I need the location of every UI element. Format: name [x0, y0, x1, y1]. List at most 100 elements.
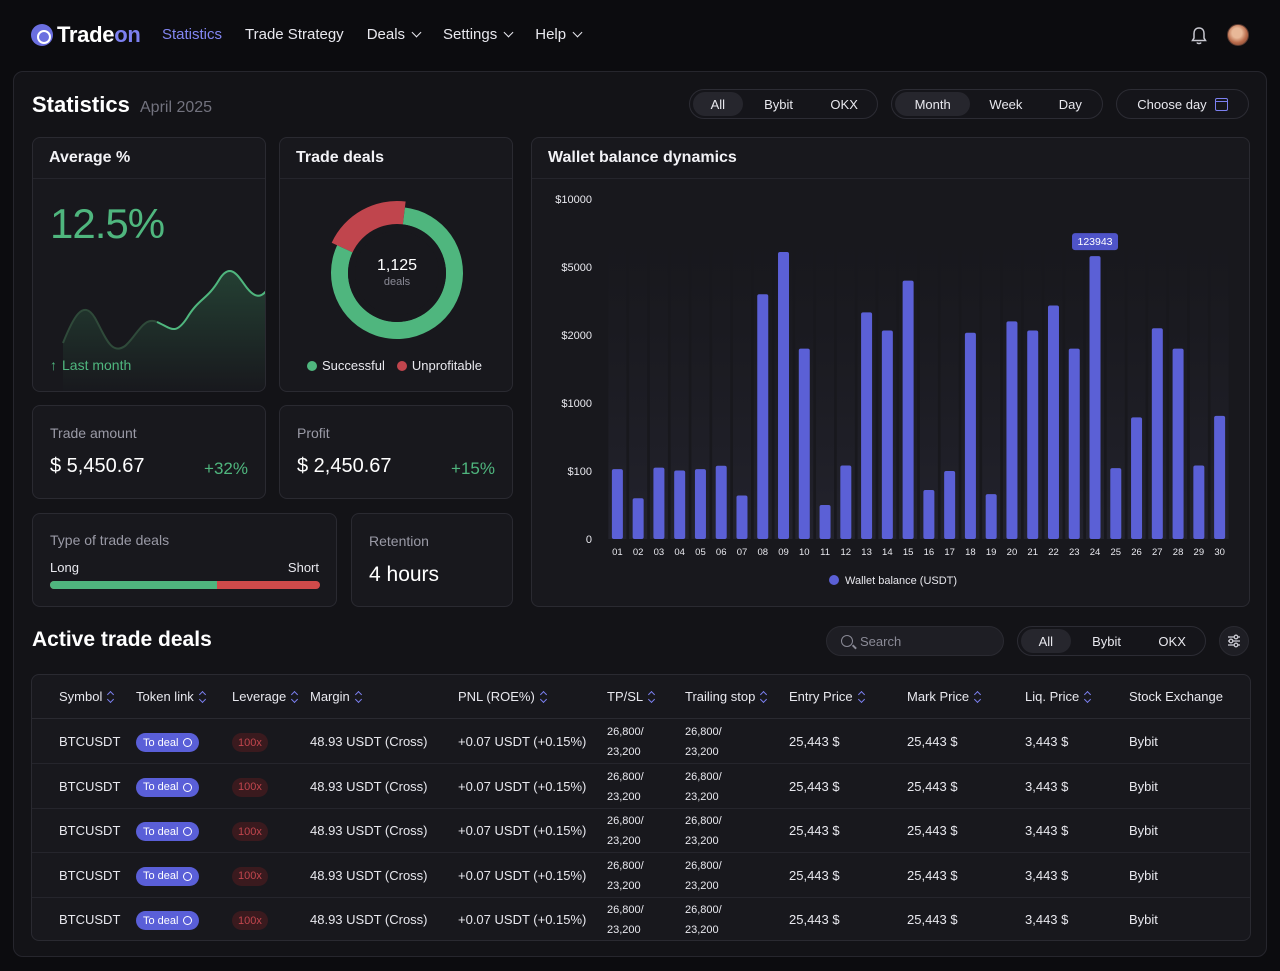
filter-okx[interactable]: OKX [830, 96, 858, 112]
leverage-badge: 100x [232, 822, 268, 841]
period-month[interactable]: Month [895, 92, 971, 116]
deals-filter-okx[interactable]: OKX [1158, 633, 1186, 649]
wallet-bar[interactable] [1131, 417, 1143, 539]
wallet-bar[interactable] [1027, 330, 1039, 539]
column-header-mark-price[interactable]: Mark Price [907, 689, 982, 704]
period-week[interactable]: Week [989, 96, 1023, 112]
cell-margin: 48.93 USDT (Cross) [310, 823, 428, 838]
trade-amount-value: $ 5,450.67 [50, 455, 145, 477]
x-tick-label: 21 [1027, 547, 1038, 558]
to-deal-button[interactable]: To deal [136, 777, 200, 797]
avatar[interactable] [1227, 24, 1249, 46]
column-header-symbol[interactable]: Symbol [59, 689, 115, 704]
wallet-bar[interactable] [902, 280, 914, 539]
y-tick-label: $2000 [561, 330, 592, 342]
y-tick-label: $100 [568, 466, 592, 478]
y-tick-label: $10000 [555, 194, 592, 206]
wallet-bar[interactable] [1089, 256, 1101, 539]
wallet-bar[interactable] [1006, 321, 1018, 539]
column-header-entry-price[interactable]: Entry Price [789, 689, 865, 704]
wallet-bar[interactable] [674, 470, 686, 539]
wallet-bar[interactable] [881, 330, 893, 539]
column-header-liq-price[interactable]: Liq. Price [1025, 689, 1092, 704]
cell-tp-sl: 26,800/23,200 [607, 726, 644, 758]
wallet-bar[interactable] [694, 469, 706, 539]
column-header-pnl[interactable]: PNL (ROE%) [458, 689, 547, 704]
nav-item-trade-strategy[interactable]: Trade Strategy [245, 26, 344, 43]
to-deal-button[interactable]: To deal [136, 822, 200, 841]
wallet-bar[interactable] [757, 294, 769, 539]
active-deals-table: Symbol Token link Leverage Margin PNL (ROE%)… [31, 674, 1251, 941]
wallet-bar[interactable] [985, 494, 997, 539]
deals-filter-all[interactable]: All [1021, 629, 1071, 653]
logo[interactable]: Tradeon [31, 22, 141, 48]
bar-track [712, 239, 731, 539]
column-header-tp-sl[interactable]: TP/SL [607, 689, 656, 704]
wallet-bar[interactable] [653, 467, 665, 539]
active-deals-title: Active trade deals [32, 628, 212, 651]
cell-margin: 48.93 USDT (Cross) [310, 778, 428, 794]
column-header-margin[interactable]: Margin [310, 689, 362, 704]
y-tick-label: $1000 [561, 398, 592, 410]
wallet-bar[interactable] [715, 465, 727, 539]
wallet-bar[interactable] [944, 471, 956, 539]
cell-liq-price: 3,443 $ [1025, 867, 1069, 883]
search-input[interactable] [860, 633, 990, 649]
deals-filter-bybit[interactable]: Bybit [1092, 633, 1121, 649]
filter-all[interactable]: All [693, 92, 743, 116]
wallet-bar[interactable] [861, 312, 873, 539]
wallet-bar[interactable] [923, 490, 935, 539]
wallet-bar[interactable] [736, 495, 748, 539]
cell-liq-price: 3,443 $ [1025, 912, 1069, 927]
wallet-bar[interactable] [1151, 328, 1163, 539]
bar-track [982, 239, 1001, 539]
cell-trailing-stop: 26,800/23,200 [685, 859, 722, 892]
wallet-bar[interactable] [1068, 348, 1080, 539]
wallet-bar[interactable] [1193, 465, 1205, 539]
calendar-icon [1214, 97, 1228, 111]
column-header-token-link[interactable]: Token link [136, 689, 206, 704]
wallet-bar[interactable] [1214, 415, 1226, 539]
x-tick-label: 08 [757, 547, 768, 558]
nav-item-statistics[interactable]: Statistics [162, 26, 223, 43]
wallet-bar[interactable] [778, 252, 790, 539]
profit-card: Profit $ 2,450.67 +15% [279, 405, 513, 499]
column-header-leverage[interactable]: Leverage [232, 689, 299, 704]
table-row: BTCUSDT To deal 100x 48.93 USDT (Cross) +0.0… [32, 720, 1250, 764]
wallet-bar[interactable] [1172, 348, 1184, 539]
to-deal-button[interactable]: To deal [136, 733, 200, 752]
wallet-bar[interactable] [840, 465, 852, 539]
to-deal-button[interactable]: To deal [136, 911, 200, 930]
nav-item-help[interactable]: Help [535, 26, 583, 43]
wallet-bar[interactable] [798, 348, 810, 539]
wallet-bar[interactable] [611, 469, 623, 539]
trade-amount-label: Trade amount [50, 425, 137, 441]
column-header-stock-exchange[interactable]: Stock Exchange [1129, 689, 1223, 704]
wallet-bar[interactable] [632, 498, 644, 539]
filter-bybit[interactable]: Bybit [764, 96, 793, 112]
nav-item-settings[interactable]: Settings [443, 26, 514, 43]
last-month-indicator: ↑ Last month [50, 357, 131, 373]
x-tick-label: 01 [612, 547, 623, 558]
leverage-badge: 100x [232, 911, 268, 930]
cell-pnl: +0.07 USDT (+0.15%) [458, 823, 587, 838]
choose-day-button[interactable]: Choose day [1116, 89, 1249, 119]
wallet-bar[interactable] [819, 505, 831, 539]
x-tick-label: 27 [1152, 547, 1163, 558]
wallet-bar[interactable] [1110, 468, 1122, 539]
link-icon [183, 871, 193, 881]
nav-item-deals[interactable]: Deals [367, 26, 422, 43]
period-day[interactable]: Day [1058, 96, 1082, 112]
to-deal-button[interactable]: To deal [136, 866, 200, 886]
x-tick-label: 12 [841, 547, 852, 558]
link-icon [183, 827, 193, 836]
legend-swatch [829, 575, 839, 585]
filter-settings-button[interactable] [1219, 626, 1249, 656]
x-tick-label: 04 [674, 547, 685, 558]
wallet-bar[interactable] [964, 332, 976, 539]
wallet-bar[interactable] [1047, 305, 1059, 539]
bell-icon[interactable] [1190, 26, 1208, 46]
column-header-trailing-stop[interactable]: Trailing stop [685, 689, 768, 704]
deals-unit: deals [383, 276, 411, 288]
leverage-badge: 100x [232, 866, 268, 886]
